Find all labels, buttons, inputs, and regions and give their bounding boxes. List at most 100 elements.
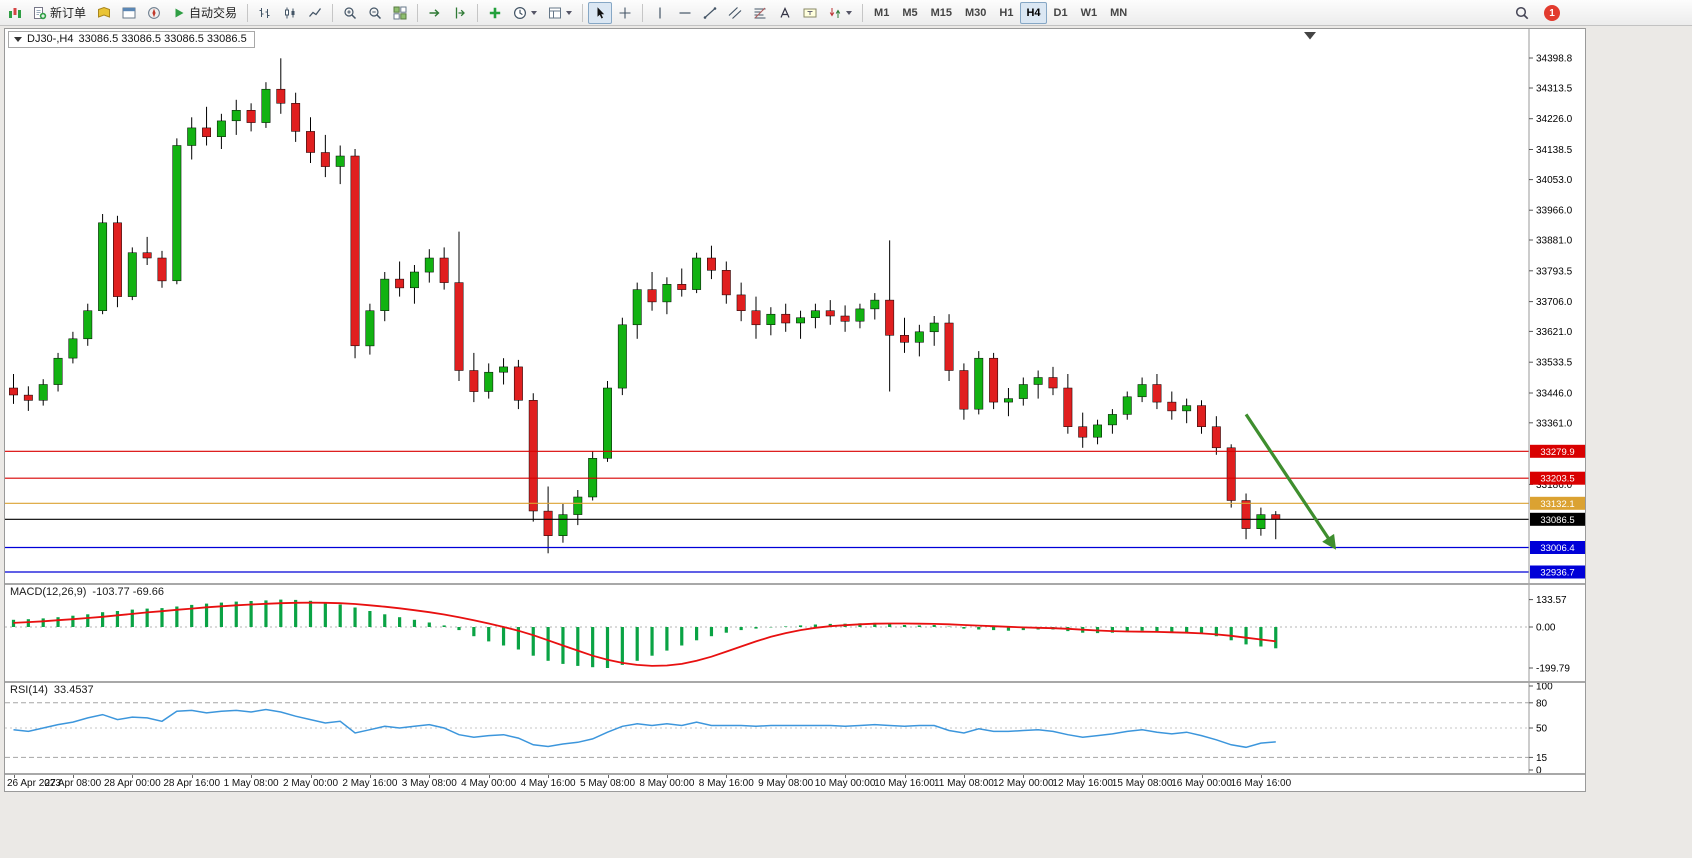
svg-text:33086.5: 33086.5 bbox=[1540, 515, 1574, 526]
toolbar-separator bbox=[477, 3, 479, 22]
macd-label: MACD(12,26,9) -103.77 -69.66 bbox=[10, 586, 164, 598]
candlestick-chart-icon bbox=[283, 6, 297, 20]
time-axis[interactable]: 26 Apr 2023 27 Apr 08:00 28 Apr 00:00 28 Ap… bbox=[5, 775, 1585, 791]
trendline-button[interactable] bbox=[698, 2, 722, 24]
timeframe-m5-button[interactable]: M5 bbox=[902, 6, 918, 19]
time-tick bbox=[13, 775, 15, 778]
svg-text:33621.0: 33621.0 bbox=[1536, 327, 1573, 338]
panel-splitter[interactable] bbox=[5, 681, 1585, 683]
time-tick bbox=[1082, 775, 1084, 778]
candlestick-chart-button[interactable] bbox=[278, 2, 302, 24]
horizontal-line-button[interactable] bbox=[673, 2, 697, 24]
zoom-in-button[interactable] bbox=[338, 2, 362, 24]
search-button[interactable] bbox=[1510, 2, 1534, 24]
panel-splitter[interactable] bbox=[5, 773, 1585, 775]
time-label: 3 May 08:00 bbox=[401, 778, 457, 789]
chart-shift-marker bbox=[1304, 32, 1316, 40]
new-chart-icon bbox=[8, 6, 22, 20]
chart-tab[interactable]: DJ30-,H4 33086.5 33086.5 33086.5 33086.5 bbox=[8, 31, 255, 48]
chart-dropdown-icon bbox=[14, 36, 22, 42]
new-order-button[interactable]: 新订单 bbox=[28, 2, 91, 24]
fibonacci-icon bbox=[753, 6, 767, 20]
time-label: 4 May 16:00 bbox=[520, 778, 576, 789]
trend-arrow-annotation bbox=[1244, 413, 1337, 550]
bar-chart-icon bbox=[258, 6, 272, 20]
text-button[interactable] bbox=[773, 2, 797, 24]
time-label: 9 May 08:00 bbox=[758, 778, 814, 789]
timeframe-m1-button[interactable]: M1 bbox=[874, 6, 890, 19]
svg-text:15: 15 bbox=[1536, 753, 1548, 764]
time-tick bbox=[429, 775, 431, 778]
chart-shift-button[interactable] bbox=[448, 2, 472, 24]
notification-badge[interactable]: 1 bbox=[1544, 5, 1560, 21]
navigator-button[interactable] bbox=[142, 2, 166, 24]
time-tick bbox=[904, 775, 906, 778]
arrows-icon bbox=[828, 6, 842, 20]
time-tick bbox=[1260, 775, 1262, 778]
time-label: 8 May 00:00 bbox=[639, 778, 695, 789]
fibonacci-button[interactable] bbox=[748, 2, 772, 24]
time-label: 8 May 16:00 bbox=[698, 778, 754, 789]
time-label: 16 May 00:00 bbox=[1171, 778, 1232, 789]
svg-text:33446.0: 33446.0 bbox=[1536, 389, 1573, 400]
tile-windows-button[interactable] bbox=[388, 2, 412, 24]
chart-tab-symbol-period: DJ30-,H4 bbox=[27, 33, 74, 45]
time-tick bbox=[72, 775, 74, 778]
macd-chart[interactable]: 133.57 0.00 -199.79 bbox=[5, 585, 1585, 681]
macd-panel: MACD(12,26,9) -103.77 -69.66 133.57 0.00 -1… bbox=[5, 585, 1585, 681]
zoom-out-icon bbox=[368, 6, 382, 20]
timeframe-d1-button[interactable]: D1 bbox=[1053, 6, 1068, 19]
data-window-icon bbox=[122, 6, 136, 20]
time-label: 12 May 00:00 bbox=[992, 778, 1054, 789]
toolbar-separator bbox=[332, 3, 334, 22]
time-tick bbox=[726, 775, 728, 778]
dropdown-arrow-icon bbox=[846, 10, 853, 15]
auto-scroll-button[interactable] bbox=[423, 2, 447, 24]
time-tick bbox=[785, 775, 787, 778]
timeframe-m15-button[interactable]: M15 bbox=[930, 6, 952, 19]
new-chart-button[interactable] bbox=[3, 2, 27, 24]
templates-button[interactable] bbox=[543, 2, 577, 24]
arrows-button[interactable] bbox=[823, 2, 857, 24]
auto-trading-button[interactable]: 自动交易 bbox=[167, 2, 242, 24]
svg-text:133.57: 133.57 bbox=[1536, 595, 1567, 606]
dropdown-arrow-icon bbox=[566, 10, 573, 15]
periods-button[interactable] bbox=[508, 2, 542, 24]
timeframe-w1-button[interactable]: W1 bbox=[1080, 6, 1098, 19]
svg-text:0: 0 bbox=[1536, 766, 1542, 774]
timeframe-mn-button[interactable]: MN bbox=[1110, 6, 1128, 19]
timeframe-m30-button[interactable]: M30 bbox=[965, 6, 987, 19]
time-label: 26 Apr 2023 bbox=[7, 778, 61, 789]
line-chart-icon bbox=[308, 6, 322, 20]
time-tick bbox=[666, 775, 668, 778]
time-tick bbox=[488, 775, 490, 778]
zoom-out-button[interactable] bbox=[363, 2, 387, 24]
time-tick bbox=[963, 775, 965, 778]
equidistant-channel-button[interactable] bbox=[723, 2, 747, 24]
auto-trading-icon bbox=[172, 6, 186, 20]
bar-chart-button[interactable] bbox=[253, 2, 277, 24]
trendline-icon bbox=[703, 6, 717, 20]
svg-text:34138.5: 34138.5 bbox=[1536, 145, 1573, 156]
vertical-line-icon bbox=[653, 6, 667, 20]
cursor-button[interactable] bbox=[588, 1, 613, 24]
svg-text:33706.0: 33706.0 bbox=[1536, 297, 1573, 308]
chart-window: DJ30-,H4 33086.5 33086.5 33086.5 33086.5… bbox=[4, 28, 1586, 792]
text-label-button[interactable] bbox=[798, 2, 822, 24]
main-price-chart[interactable]: 34398.8 34313.5 34226.0 34138.5 34053.0 33966… bbox=[5, 29, 1585, 583]
panel-splitter[interactable] bbox=[5, 583, 1585, 585]
search-icon bbox=[1515, 6, 1529, 20]
vertical-line-button[interactable] bbox=[648, 2, 672, 24]
timeframe-h1-button[interactable]: H1 bbox=[999, 6, 1014, 19]
market-watch-button[interactable] bbox=[92, 2, 116, 24]
auto-scroll-icon bbox=[428, 6, 442, 20]
time-label: 10 May 00:00 bbox=[814, 778, 876, 789]
svg-text:33966.0: 33966.0 bbox=[1536, 206, 1573, 217]
indicators-button[interactable] bbox=[483, 2, 507, 24]
new-order-icon bbox=[33, 6, 47, 20]
timeframe-h4-button[interactable]: H4 bbox=[1020, 1, 1047, 24]
rsi-chart[interactable]: 100 80 50 15 0 bbox=[5, 683, 1585, 773]
crosshair-button[interactable] bbox=[613, 2, 637, 24]
line-chart-button[interactable] bbox=[303, 2, 327, 24]
data-window-button[interactable] bbox=[117, 2, 141, 24]
